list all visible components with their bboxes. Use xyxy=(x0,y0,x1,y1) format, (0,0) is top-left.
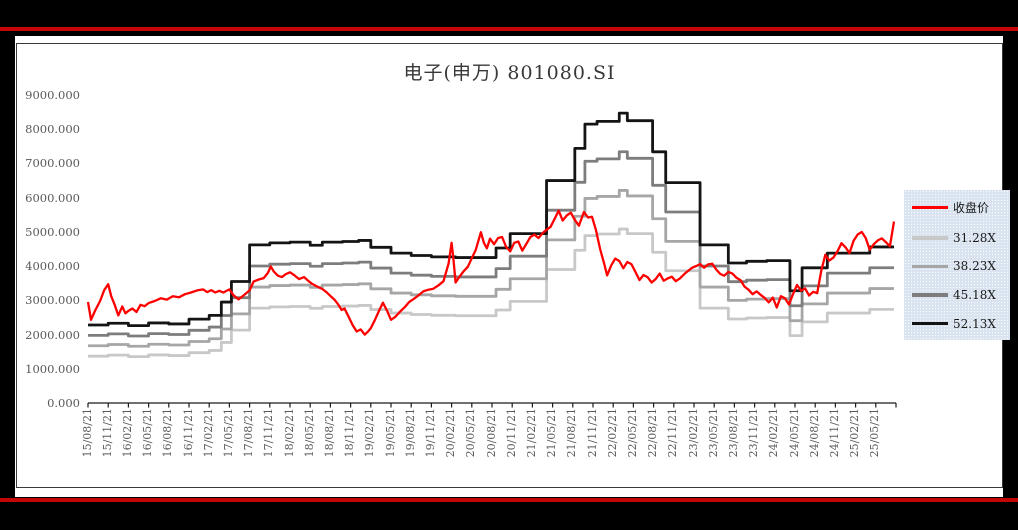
y-tick-label: 3000.000 xyxy=(25,293,80,308)
series-band-45-18x xyxy=(88,150,894,338)
legend-line-swatch xyxy=(912,293,948,297)
legend-item: 收盘价 xyxy=(912,199,1010,216)
series-band-52-13x xyxy=(88,111,894,328)
y-tick-label: 6000.000 xyxy=(25,190,80,205)
legend-label: 收盘价 xyxy=(953,201,990,216)
y-tick-label: 0.000 xyxy=(47,396,80,410)
y-tick-label: 5000.000 xyxy=(25,224,80,239)
legend-line-swatch xyxy=(912,321,948,326)
legend-label: 31.28X xyxy=(953,230,996,245)
chart-legend: 收盘价 31.28X 38.23X 45.18X 52.13X xyxy=(904,190,1010,340)
series-band-31-28x xyxy=(88,227,894,358)
top-accent-stripe xyxy=(0,27,1018,31)
y-tick-label: 7000.000 xyxy=(25,156,80,171)
legend-line-swatch xyxy=(912,264,948,269)
y-tick-label: 1000.000 xyxy=(25,361,80,376)
legend-item: 31.28X xyxy=(912,231,1010,245)
y-tick-label: 4000.000 xyxy=(25,259,80,274)
x-axis-line xyxy=(87,402,897,408)
y-tick-label: 9000.000 xyxy=(25,88,80,102)
chart-title: 电子(申万) 801080.SI xyxy=(403,62,616,84)
series-close-line xyxy=(86,209,896,336)
bottom-accent-stripe xyxy=(0,498,1018,502)
legend-item: 45.18X xyxy=(912,288,1010,302)
legend-item: 52.13X xyxy=(912,317,1010,331)
y-tick-label: 8000.000 xyxy=(25,122,80,137)
legend-label: 45.18X xyxy=(953,288,996,303)
legend-item: 38.23X xyxy=(912,259,1010,273)
legend-line-swatch xyxy=(912,236,948,240)
y-tick-label: 2000.000 xyxy=(25,327,80,342)
legend-label: 38.23X xyxy=(953,259,996,274)
legend-label: 52.13X xyxy=(953,316,996,331)
legend-line-swatch xyxy=(912,206,948,210)
series-band-38-23x xyxy=(88,189,894,348)
